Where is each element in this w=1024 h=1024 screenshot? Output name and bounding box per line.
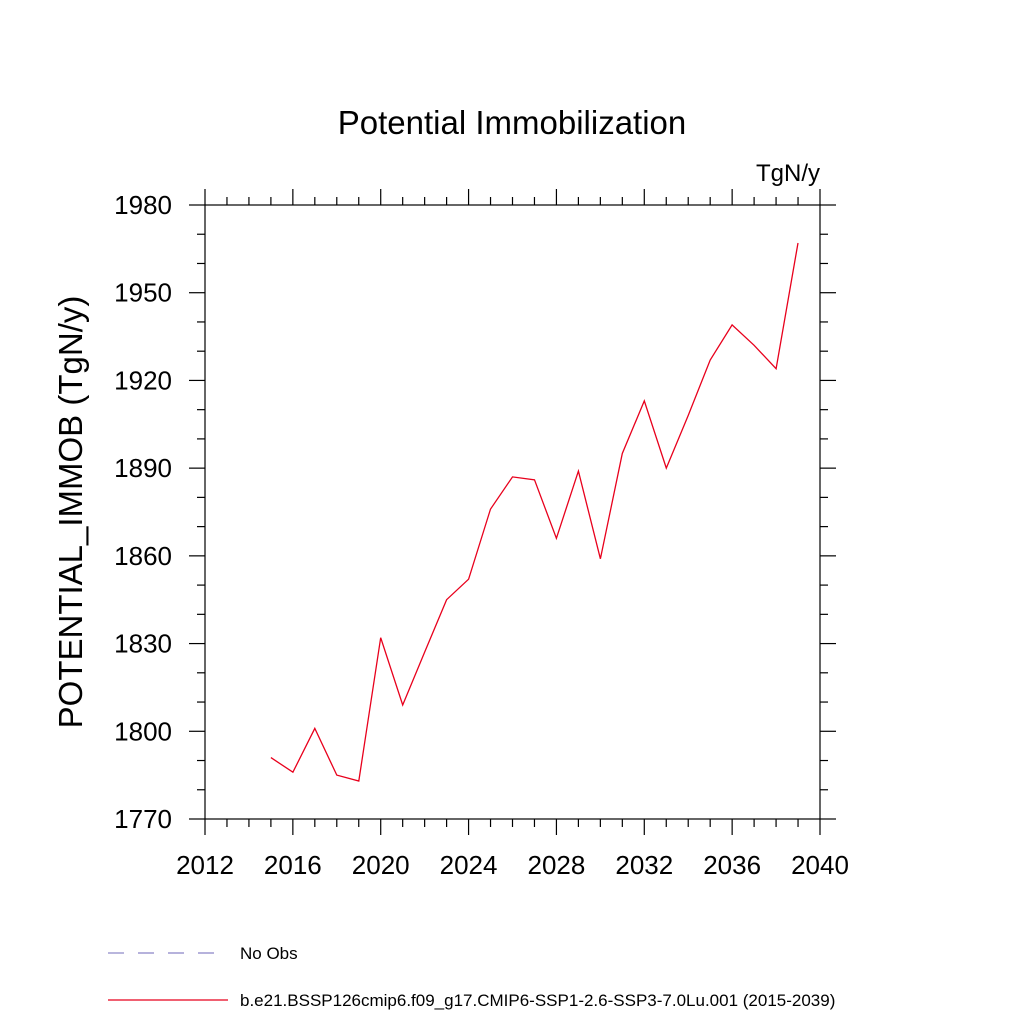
y-tick-label: 1800 [114,716,172,746]
x-tick-label: 2032 [615,850,673,880]
y-axis-tick-labels: 1770 1800 1830 1860 1890 1920 1950 1980 [114,190,172,834]
x-axis-tick-labels: 2012 2016 2020 2024 2028 2032 2036 2040 [176,850,849,880]
x-tick-label: 2024 [440,850,498,880]
chart-title: Potential Immobilization [338,104,687,141]
legend: No Obs b.e21.BSSP126cmip6.f09_g17.CMIP6-S… [108,944,835,1010]
y-tick-label: 1860 [114,541,172,571]
y-tick-label: 1920 [114,365,172,395]
y-axis-label: POTENTIAL_IMMOB (TgN/y) [52,296,89,729]
y-tick-label: 1950 [114,278,172,308]
y-tick-label: 1830 [114,629,172,659]
x-tick-label: 2028 [528,850,586,880]
x-tick-label: 2036 [703,850,761,880]
y-tick-label: 1980 [114,190,172,220]
x-tick-label: 2012 [176,850,234,880]
y-tick-label: 1890 [114,453,172,483]
y-tick-label: 1770 [114,804,172,834]
x-tick-label: 2020 [352,850,410,880]
x-axis-ticks [204,189,821,835]
legend-label-1: b.e21.BSSP126cmip6.f09_g17.CMIP6-SSP1-2.… [240,991,835,1010]
series-layer [270,242,799,782]
plot-frame [204,204,821,820]
x-tick-label: 2040 [791,850,849,880]
y-axis-ticks [189,204,836,820]
series-line-0 [270,242,799,782]
x-tick-label: 2016 [264,850,322,880]
legend-label-0: No Obs [240,944,298,963]
units-label: TgN/y [756,160,820,187]
